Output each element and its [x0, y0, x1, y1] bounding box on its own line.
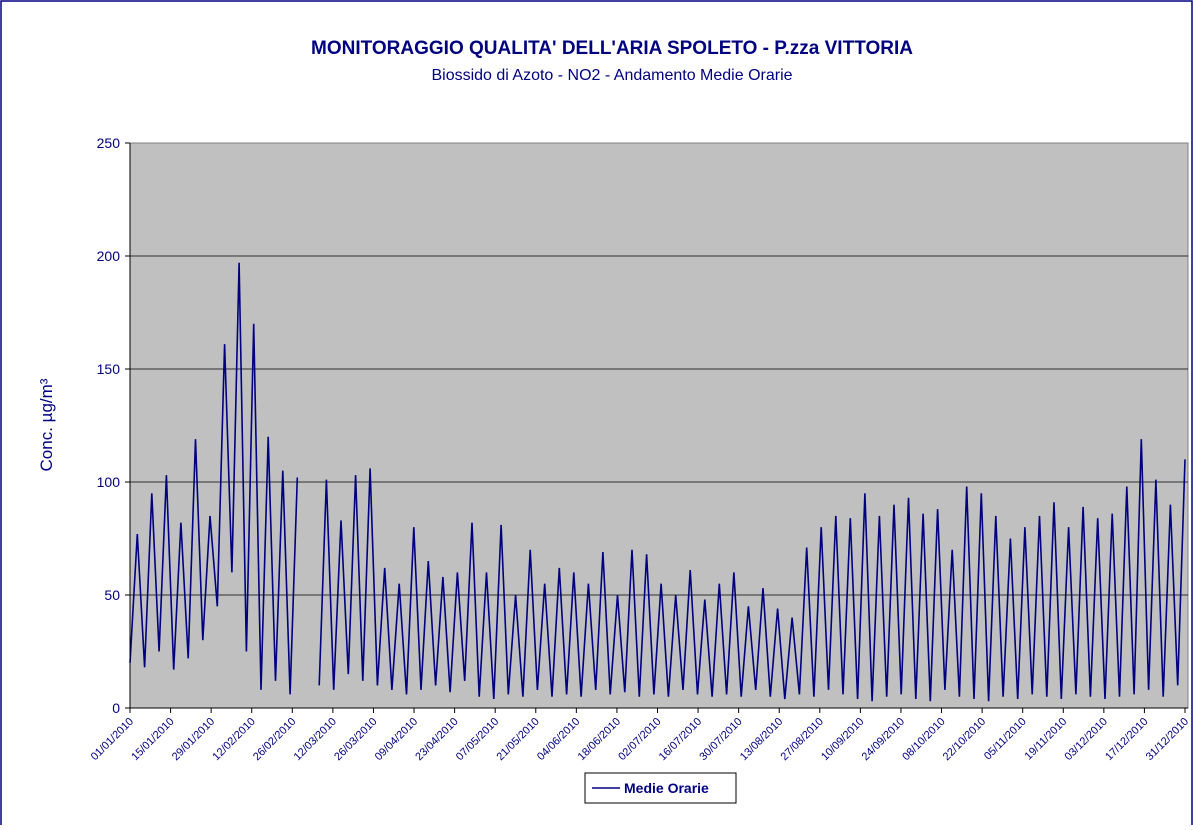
chart-subtitle: Biossido di Azoto - NO2 - Andamento Medi…: [431, 67, 792, 84]
y-tick-label: 250: [97, 135, 121, 151]
legend-label: Medie Orarie: [624, 780, 709, 796]
chart-title: MONITORAGGIO QUALITA' DELL'ARIA SPOLETO …: [311, 38, 913, 59]
y-axis-label: Conc. µg/m³: [37, 378, 56, 471]
y-tick-label: 200: [97, 248, 121, 264]
y-tick-label: 150: [97, 361, 121, 377]
y-tick-label: 100: [97, 474, 121, 490]
y-tick-label: 0: [112, 700, 120, 716]
y-tick-label: 50: [104, 587, 120, 603]
data-line: [129, 262, 299, 695]
data-line: [318, 439, 1186, 702]
